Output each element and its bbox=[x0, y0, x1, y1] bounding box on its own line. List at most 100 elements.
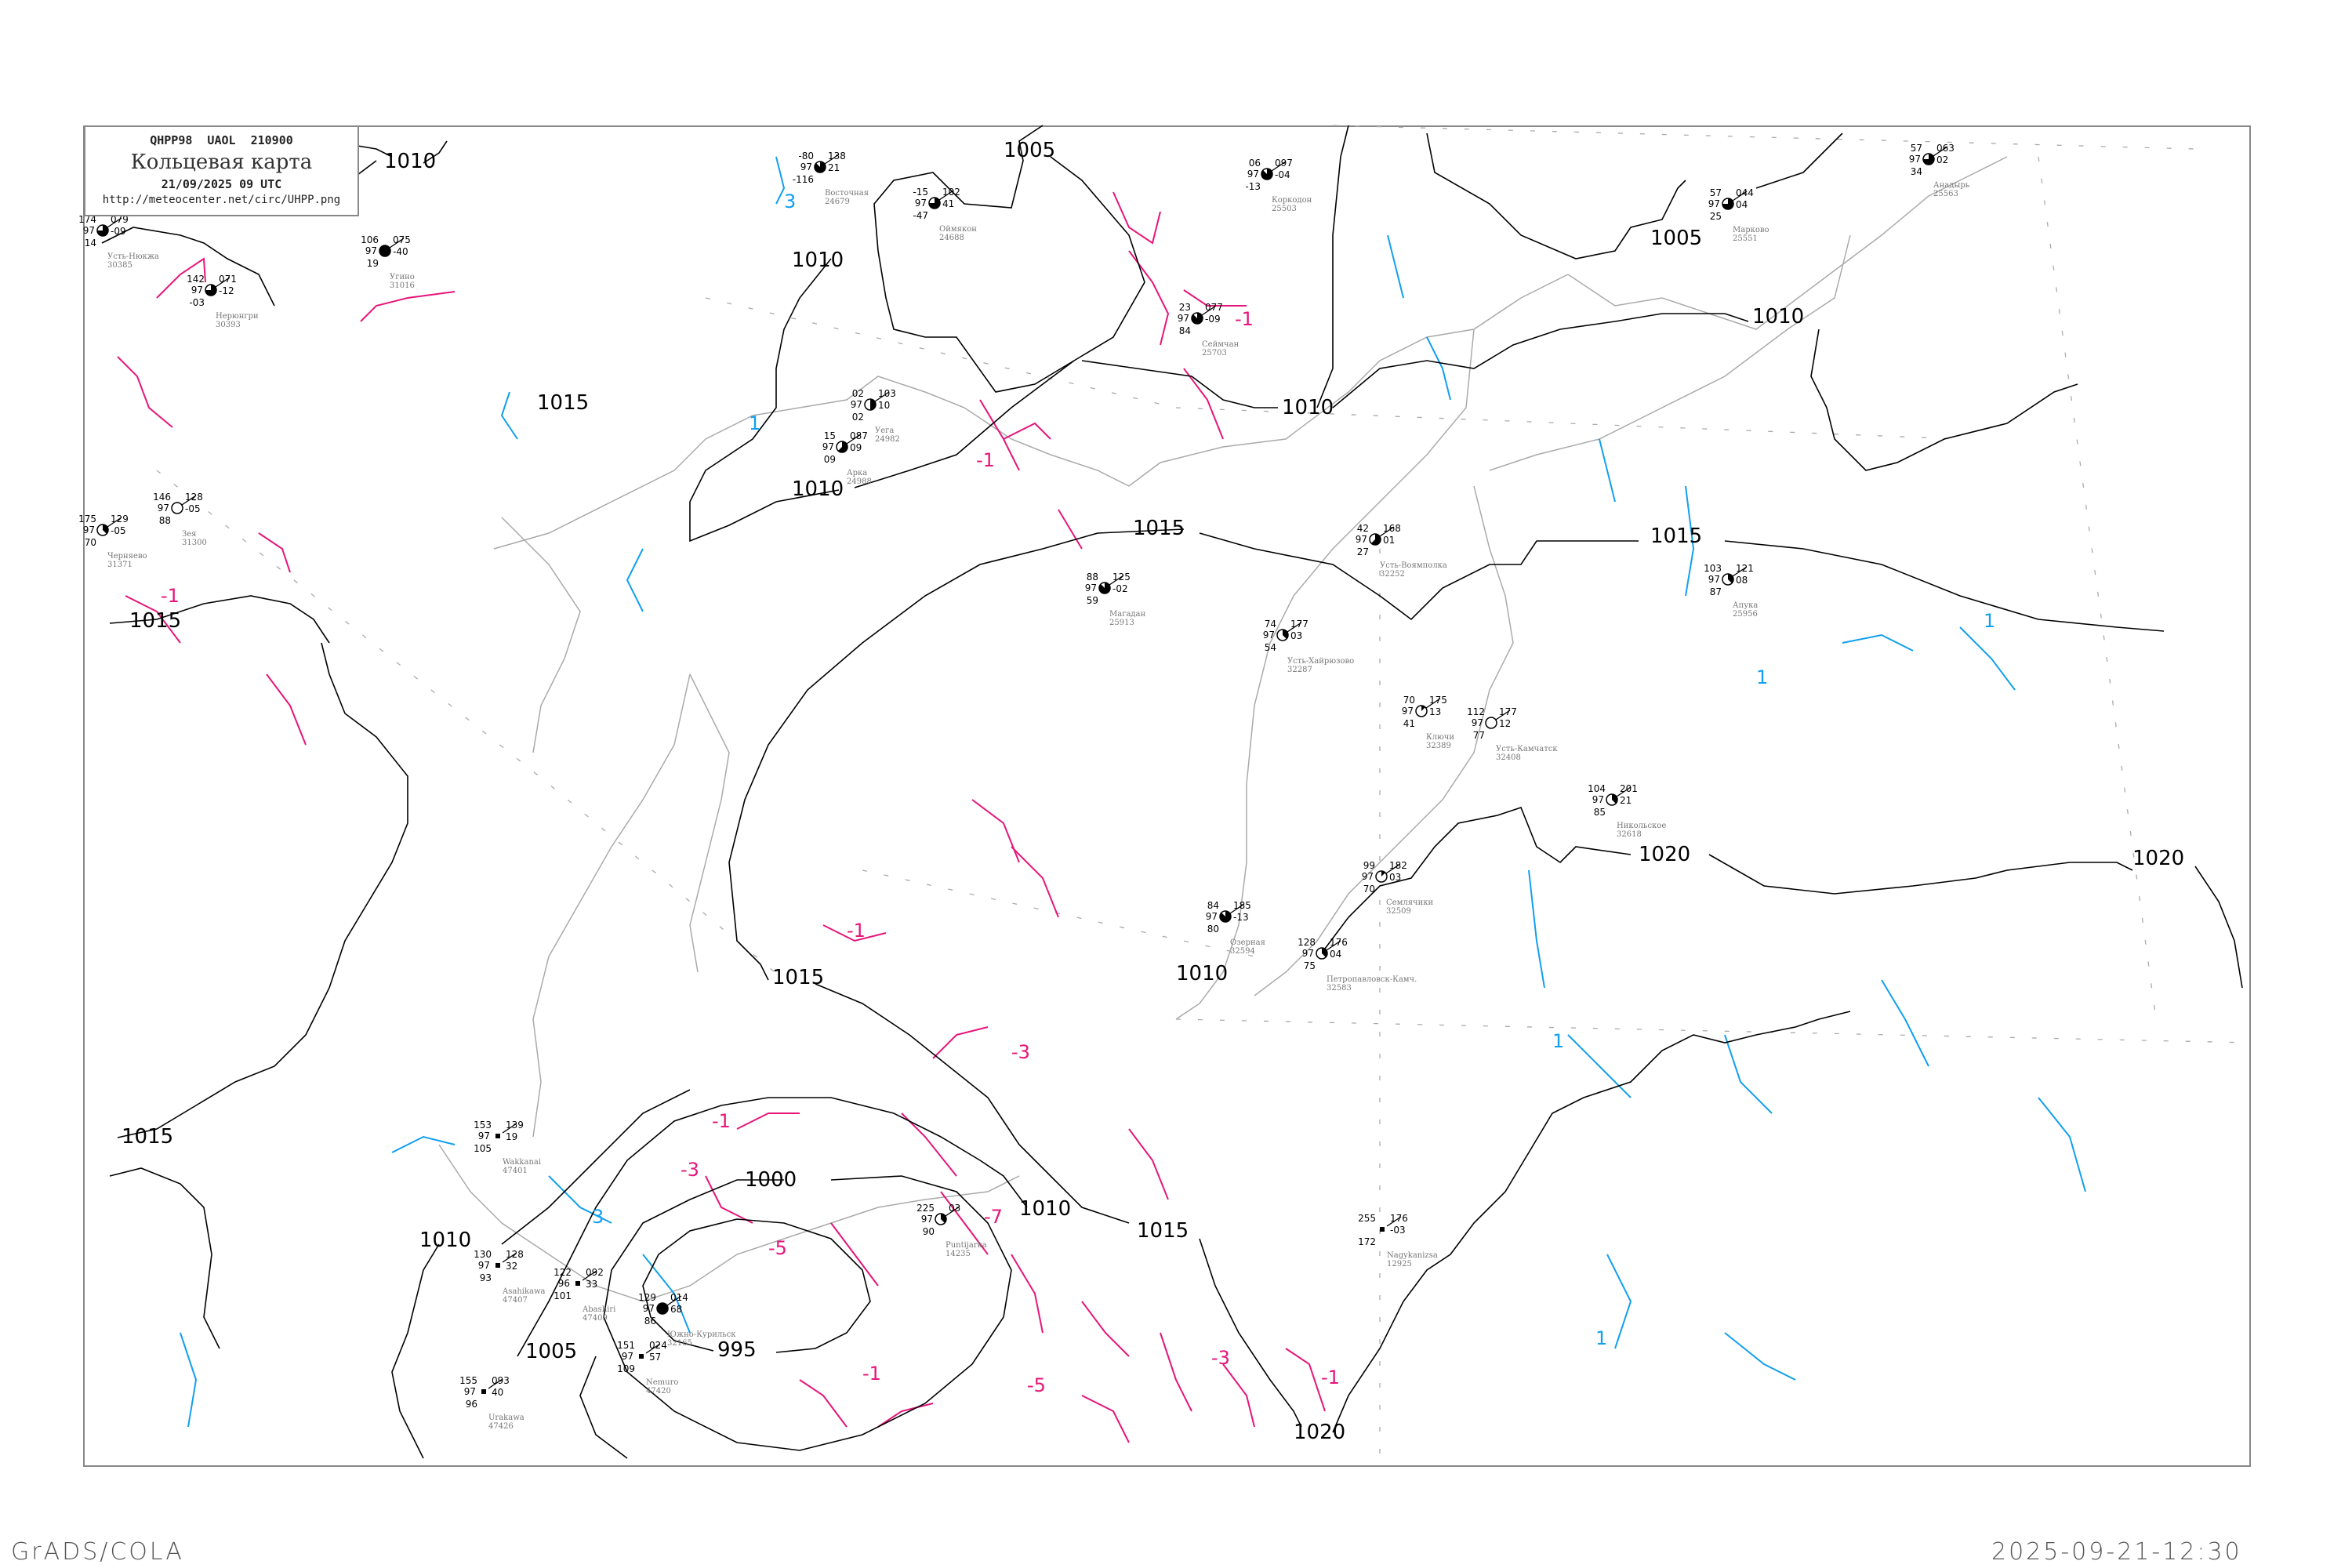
station-dewpoint: 88 bbox=[159, 515, 171, 526]
station-temperature: 57 bbox=[1710, 187, 1722, 198]
cloud-cover-icon bbox=[171, 502, 183, 514]
station-id: 25563 bbox=[1933, 190, 1958, 198]
station-name: Южно-Курильск bbox=[667, 1330, 736, 1339]
station-name: Уега bbox=[875, 426, 894, 435]
station-dewpoint: 77 bbox=[1473, 730, 1485, 741]
wind-barb-icon bbox=[666, 1295, 682, 1306]
station-pressure: 097 bbox=[1275, 158, 1293, 169]
isobar-label: 1005 bbox=[1650, 227, 1702, 250]
isobar-label: 1020 bbox=[2132, 847, 2184, 870]
station-pressure-tendency: 01 bbox=[1383, 535, 1395, 546]
station-pressure: 176 bbox=[1390, 1213, 1408, 1224]
station-visibility: 97 bbox=[851, 399, 862, 410]
station-temperature: 130 bbox=[474, 1249, 492, 1260]
station-pressure: 128 bbox=[506, 1249, 524, 1260]
station-id: 24982 bbox=[875, 435, 900, 444]
station-id: 31016 bbox=[390, 281, 415, 290]
positive-isotherm-label: 3 bbox=[784, 191, 796, 212]
station-pressure: 128 bbox=[185, 492, 203, 503]
station-pressure-tendency: 04 bbox=[1736, 199, 1748, 210]
station-dewpoint: 34 bbox=[1911, 166, 1922, 177]
positive-isotherm-label: 1 bbox=[1984, 610, 1995, 632]
station-pressure: 063 bbox=[1936, 143, 1955, 154]
isobar-label: 1010 bbox=[1282, 396, 1334, 419]
station-id: 25503 bbox=[1272, 205, 1297, 213]
negative-isotherm-label: -1 bbox=[862, 1363, 881, 1385]
station-visibility: 97 bbox=[478, 1131, 490, 1142]
cloud-cover-icon bbox=[1485, 717, 1497, 729]
cloud-fill bbox=[657, 1303, 668, 1314]
wind-barb-icon bbox=[1379, 526, 1395, 537]
station-pressure: 201 bbox=[1620, 783, 1638, 794]
station-dewpoint: -116 bbox=[793, 174, 814, 185]
station-pressure-tendency: 13 bbox=[1429, 706, 1441, 717]
cloud-fill bbox=[1381, 871, 1385, 877]
wind-barb-icon bbox=[389, 238, 405, 249]
station-pressure-tendency: 09 bbox=[850, 442, 862, 453]
isobar-label: 1015 bbox=[122, 1125, 173, 1149]
station-name: Сеймчан bbox=[1202, 340, 1240, 349]
station-id: 25913 bbox=[1109, 619, 1134, 627]
station-temperature: 74 bbox=[1265, 619, 1276, 630]
station-pressure-tendency: 40 bbox=[492, 1387, 503, 1398]
station-name: Семлячики bbox=[1386, 898, 1434, 907]
station-pressure-tendency: -05 bbox=[185, 503, 201, 514]
station-visibility: 97 bbox=[1263, 630, 1275, 641]
cloud-fill bbox=[1261, 168, 1273, 180]
station-dewpoint: 19 bbox=[367, 258, 379, 269]
station-id: 32594 bbox=[1230, 947, 1255, 956]
station-32583[interactable]: 128 176 97 04 75 Петропавловск-Камч.32583 bbox=[1298, 937, 1417, 993]
cloud-fill bbox=[103, 524, 108, 534]
station-id: 47401 bbox=[503, 1167, 528, 1175]
station-visibility: 97 bbox=[921, 1214, 933, 1225]
station-visibility: 97 bbox=[643, 1303, 655, 1314]
positive-isotherm-label: 1 bbox=[1756, 666, 1768, 688]
wind-barb-icon bbox=[1386, 1216, 1402, 1227]
station-id: 32408 bbox=[1496, 753, 1521, 762]
station-dewpoint: 93 bbox=[480, 1272, 492, 1283]
isobar-label: 1015 bbox=[1133, 517, 1185, 540]
station-pressure-tendency: 32 bbox=[506, 1261, 517, 1272]
station-visibility: 97 bbox=[1356, 534, 1367, 545]
map-legend: QHPP98 UAOL 210900 Кольцевая карта 21/09… bbox=[84, 125, 359, 216]
station-dewpoint: 84 bbox=[1179, 325, 1191, 336]
station-pressure-tendency: 12 bbox=[1499, 718, 1511, 729]
negative-isotherm-label: -5 bbox=[1027, 1374, 1046, 1396]
station-temperature: 57 bbox=[1911, 143, 1922, 154]
station-pressure-tendency: -09 bbox=[1205, 314, 1221, 325]
isobar-label: 1010 bbox=[1176, 962, 1228, 985]
wind-barb-icon bbox=[1385, 863, 1401, 874]
station-temperature: 112 bbox=[1467, 706, 1485, 717]
